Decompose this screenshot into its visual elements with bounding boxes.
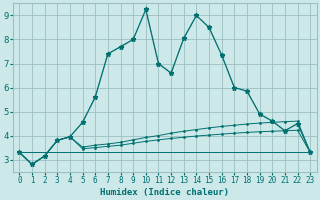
X-axis label: Humidex (Indice chaleur): Humidex (Indice chaleur) (100, 188, 229, 197)
